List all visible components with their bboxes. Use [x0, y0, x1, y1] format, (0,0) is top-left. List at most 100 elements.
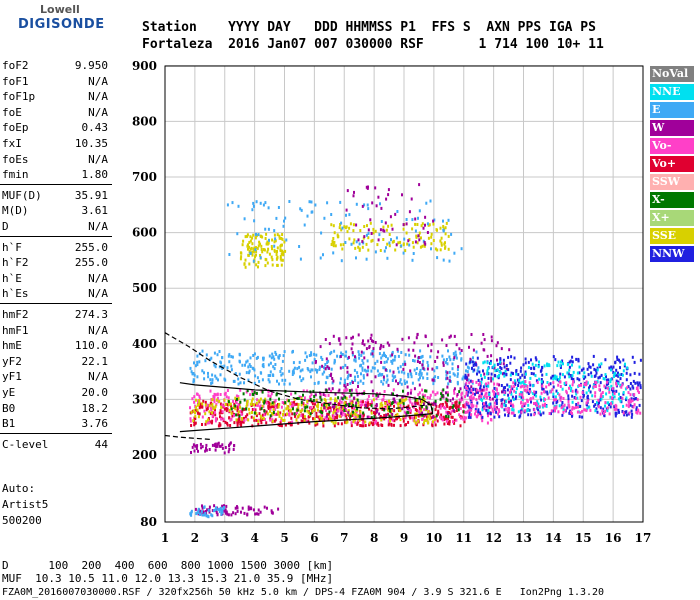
echo-point	[573, 406, 576, 410]
echo-point	[387, 408, 390, 412]
echo-point	[406, 407, 409, 411]
echo-point	[277, 412, 280, 416]
echo-point	[458, 398, 461, 402]
echo-point	[413, 341, 416, 345]
echo-point	[504, 407, 507, 411]
echo-point	[279, 423, 281, 427]
echo-point	[499, 371, 502, 375]
echo-point	[586, 367, 589, 371]
echo-point	[395, 401, 398, 405]
echo-point	[462, 375, 465, 379]
echo-point	[603, 377, 606, 381]
echo-point	[232, 379, 235, 383]
echo-point	[447, 247, 450, 251]
echo-point	[261, 413, 264, 417]
echo-point	[264, 397, 267, 401]
echo-point	[236, 505, 238, 509]
echo-point	[344, 403, 347, 407]
echo-point	[550, 409, 553, 413]
param-name: hmF2	[2, 308, 29, 321]
echo-point	[576, 371, 579, 375]
echo-point	[205, 514, 208, 518]
echo-point	[253, 408, 256, 411]
echo-point	[249, 235, 252, 239]
echo-point	[533, 413, 536, 417]
echo-point	[395, 236, 398, 240]
param-separator	[0, 183, 112, 185]
y-tick-label: 700	[132, 170, 157, 184]
echo-point	[314, 393, 317, 397]
echo-point	[463, 417, 466, 421]
y-tick-label: 200	[132, 448, 157, 462]
echo-point	[451, 405, 454, 409]
echo-point	[274, 408, 277, 411]
echo-point	[359, 414, 362, 418]
echo-point	[510, 392, 513, 396]
echo-point	[359, 379, 362, 383]
echo-point	[490, 405, 493, 409]
echo-point	[411, 416, 413, 420]
echo-point	[407, 336, 410, 340]
echo-point	[474, 412, 476, 416]
echo-point	[351, 342, 354, 346]
echo-point	[513, 414, 516, 417]
echo-point	[540, 380, 543, 384]
echo-point	[281, 401, 284, 404]
echo-point	[620, 373, 623, 376]
echo-point	[480, 380, 483, 384]
echo-point	[529, 383, 532, 387]
echo-point	[411, 218, 414, 222]
echo-point	[619, 396, 622, 399]
echo-point	[609, 380, 612, 384]
echo-point	[593, 367, 596, 371]
echo-point	[354, 355, 356, 359]
echo-point	[537, 365, 540, 369]
echo-point	[189, 417, 192, 421]
echo-point	[434, 399, 437, 403]
echo-point	[223, 407, 226, 411]
echo-point	[372, 347, 375, 351]
echo-point	[280, 424, 283, 428]
echo-point	[255, 263, 258, 267]
echo-point	[493, 363, 496, 367]
echo-point	[496, 362, 499, 366]
echo-point	[251, 403, 254, 407]
echo-point	[508, 348, 511, 352]
echo-point	[269, 409, 271, 413]
echo-point	[437, 376, 440, 379]
echo-point	[552, 381, 555, 385]
echo-point	[226, 421, 229, 425]
echo-point	[361, 359, 364, 362]
param-value: 18.2	[81, 401, 109, 415]
echo-point	[470, 379, 472, 383]
echo-point	[353, 368, 356, 372]
echo-point	[355, 256, 357, 260]
echo-point	[326, 412, 329, 416]
echo-point	[393, 419, 396, 423]
echo-point	[226, 203, 229, 207]
echo-point	[378, 372, 381, 376]
echo-point	[330, 389, 333, 393]
echo-point	[213, 509, 216, 512]
echo-point	[354, 413, 357, 416]
echo-point	[419, 349, 422, 353]
echo-point	[354, 408, 357, 412]
echo-point	[364, 424, 367, 427]
echo-point	[599, 398, 602, 402]
echo-point	[372, 231, 375, 235]
echo-point	[540, 378, 543, 381]
echo-point	[382, 228, 385, 232]
echo-point	[483, 402, 485, 406]
echo-point	[423, 421, 425, 425]
echo-point	[492, 410, 495, 414]
echo-point	[535, 379, 538, 383]
echo-point	[199, 402, 202, 406]
echo-point	[402, 416, 405, 420]
echo-point	[236, 509, 239, 513]
echo-point	[564, 408, 567, 412]
echo-point	[293, 412, 296, 416]
echo-point	[452, 404, 455, 408]
echo-point	[521, 398, 524, 401]
echo-point	[334, 399, 336, 403]
echo-point	[329, 374, 332, 377]
